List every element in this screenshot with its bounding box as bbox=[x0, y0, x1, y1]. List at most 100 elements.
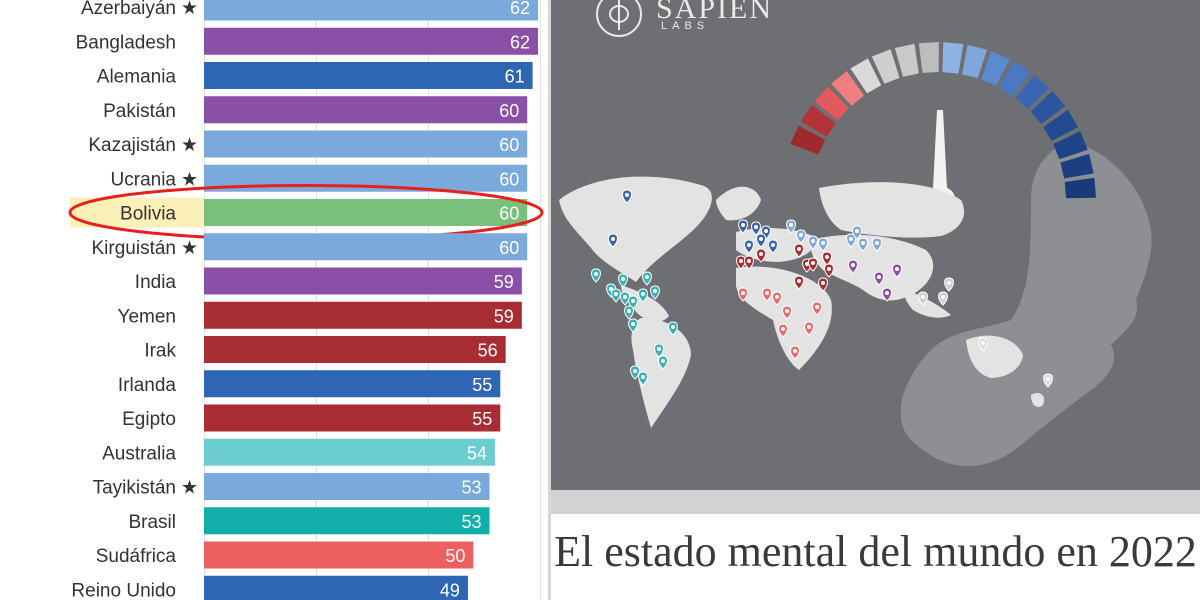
map-landmass bbox=[1031, 393, 1045, 407]
bar bbox=[204, 233, 528, 261]
category-label: Egipto bbox=[122, 409, 176, 430]
map-pin-dot bbox=[811, 261, 815, 265]
category-label: Irlanda bbox=[118, 375, 177, 396]
map-pin-dot bbox=[827, 267, 831, 271]
map-pin-dot bbox=[611, 237, 615, 241]
map-pin-dot bbox=[1046, 377, 1050, 381]
map-pin-dot bbox=[785, 309, 789, 313]
map-pin-dot bbox=[981, 341, 985, 345]
map-landmass bbox=[621, 285, 669, 322]
head-silhouette bbox=[900, 140, 1152, 467]
map-pin-dot bbox=[614, 292, 618, 296]
bar bbox=[204, 130, 528, 158]
map-landmass bbox=[651, 194, 687, 220]
map-pin-dot bbox=[661, 359, 665, 363]
map-pin-dot bbox=[855, 229, 859, 233]
map-pin-dot bbox=[764, 229, 768, 233]
value-label: 56 bbox=[478, 341, 498, 361]
map-pin-dot bbox=[781, 327, 785, 331]
category-label: Pakistán bbox=[103, 101, 176, 122]
bar bbox=[204, 199, 528, 226]
map-pin-dot bbox=[825, 255, 829, 259]
category-label: Kirguistán bbox=[92, 238, 177, 259]
value-label: 62 bbox=[510, 32, 530, 52]
map-pin-dot bbox=[641, 292, 645, 296]
category-label: Australia bbox=[102, 443, 176, 464]
bar bbox=[204, 267, 522, 295]
map-pin-dot bbox=[851, 263, 855, 267]
map-pin-dot bbox=[815, 305, 819, 309]
value-label: 50 bbox=[445, 546, 465, 566]
map-pin-dot bbox=[877, 275, 881, 279]
map-landmass bbox=[819, 182, 965, 238]
brand-subtitle: LABS bbox=[661, 20, 710, 32]
map-pin-dot bbox=[805, 262, 809, 266]
gauge-segment bbox=[1043, 109, 1079, 141]
bar bbox=[204, 0, 538, 21]
value-label: 55 bbox=[472, 375, 492, 395]
sapien-labs-logo-icon bbox=[596, 0, 642, 37]
map-pin-dot bbox=[821, 281, 825, 285]
category-label: Sudáfrica bbox=[96, 546, 177, 567]
bar bbox=[204, 96, 528, 124]
map-pin-dot bbox=[627, 309, 631, 313]
gauge-segment bbox=[981, 51, 1010, 86]
map-pin-dot bbox=[739, 259, 743, 263]
gauge-segment bbox=[894, 43, 919, 77]
map-pin-dot bbox=[671, 325, 675, 329]
value-label: 61 bbox=[505, 67, 525, 87]
category-label: Bangladesh bbox=[76, 32, 176, 53]
bar bbox=[204, 370, 501, 398]
gauge-segment bbox=[1053, 131, 1088, 160]
map-pin-dot bbox=[747, 259, 751, 263]
gauge-segment bbox=[962, 44, 988, 79]
map-pin-dot bbox=[594, 272, 598, 276]
map-pin-dot bbox=[921, 295, 925, 299]
map-pin-dot bbox=[641, 375, 645, 379]
value-label: 60 bbox=[499, 135, 519, 155]
category-label: Azerbaiyán bbox=[81, 0, 176, 19]
gauge-segment bbox=[871, 49, 900, 84]
map-pin-dot bbox=[625, 193, 629, 197]
map-landmass bbox=[631, 318, 691, 428]
value-label: 59 bbox=[494, 272, 514, 292]
category-label: Bolivia bbox=[120, 204, 176, 225]
value-label: 60 bbox=[499, 169, 519, 189]
map-pin-dot bbox=[741, 223, 745, 227]
gauge-segment bbox=[850, 58, 882, 94]
star-icon: ★ bbox=[181, 238, 198, 259]
value-label: 60 bbox=[499, 238, 519, 258]
bar bbox=[204, 404, 501, 432]
value-label: 49 bbox=[440, 580, 460, 600]
map-pin-dot bbox=[775, 295, 779, 299]
value-label: 55 bbox=[472, 409, 492, 429]
bar bbox=[204, 62, 533, 89]
star-icon: ★ bbox=[181, 478, 198, 499]
poster-artwork: SAPIEN LABS bbox=[551, 0, 1200, 490]
map-pin-dot bbox=[754, 225, 758, 229]
gauge-segment bbox=[1064, 177, 1096, 199]
map-pin-dot bbox=[885, 291, 889, 295]
bar bbox=[204, 27, 538, 55]
brand-name: SAPIEN bbox=[656, 0, 774, 25]
map-pin-dot bbox=[631, 322, 635, 326]
map-landmass bbox=[736, 266, 832, 370]
category-label: Irak bbox=[144, 341, 176, 362]
category-label: Kazajistán bbox=[88, 135, 176, 156]
map-landmass bbox=[904, 290, 951, 318]
gauge-segment bbox=[790, 125, 826, 155]
value-label: 59 bbox=[494, 306, 514, 326]
gauge-segment bbox=[1015, 74, 1050, 110]
bar bbox=[204, 438, 495, 466]
bar bbox=[204, 507, 490, 535]
poster-strip bbox=[551, 490, 1200, 514]
chart-panel: Azerbaiyán ★ 62 Bangladesh 62 Alemania 61 Pakis… bbox=[0, 0, 548, 600]
map-pin-dot bbox=[759, 237, 763, 241]
map-pin-dot bbox=[623, 295, 627, 299]
value-label: 62 bbox=[510, 0, 530, 18]
gauge-segment bbox=[814, 86, 849, 121]
star-icon: ★ bbox=[181, 0, 198, 19]
poster-caption-area: El estado mental del mundo en 2022 bbox=[551, 490, 1200, 600]
gauge-segment bbox=[800, 105, 836, 137]
map-pin-dot bbox=[657, 347, 661, 351]
